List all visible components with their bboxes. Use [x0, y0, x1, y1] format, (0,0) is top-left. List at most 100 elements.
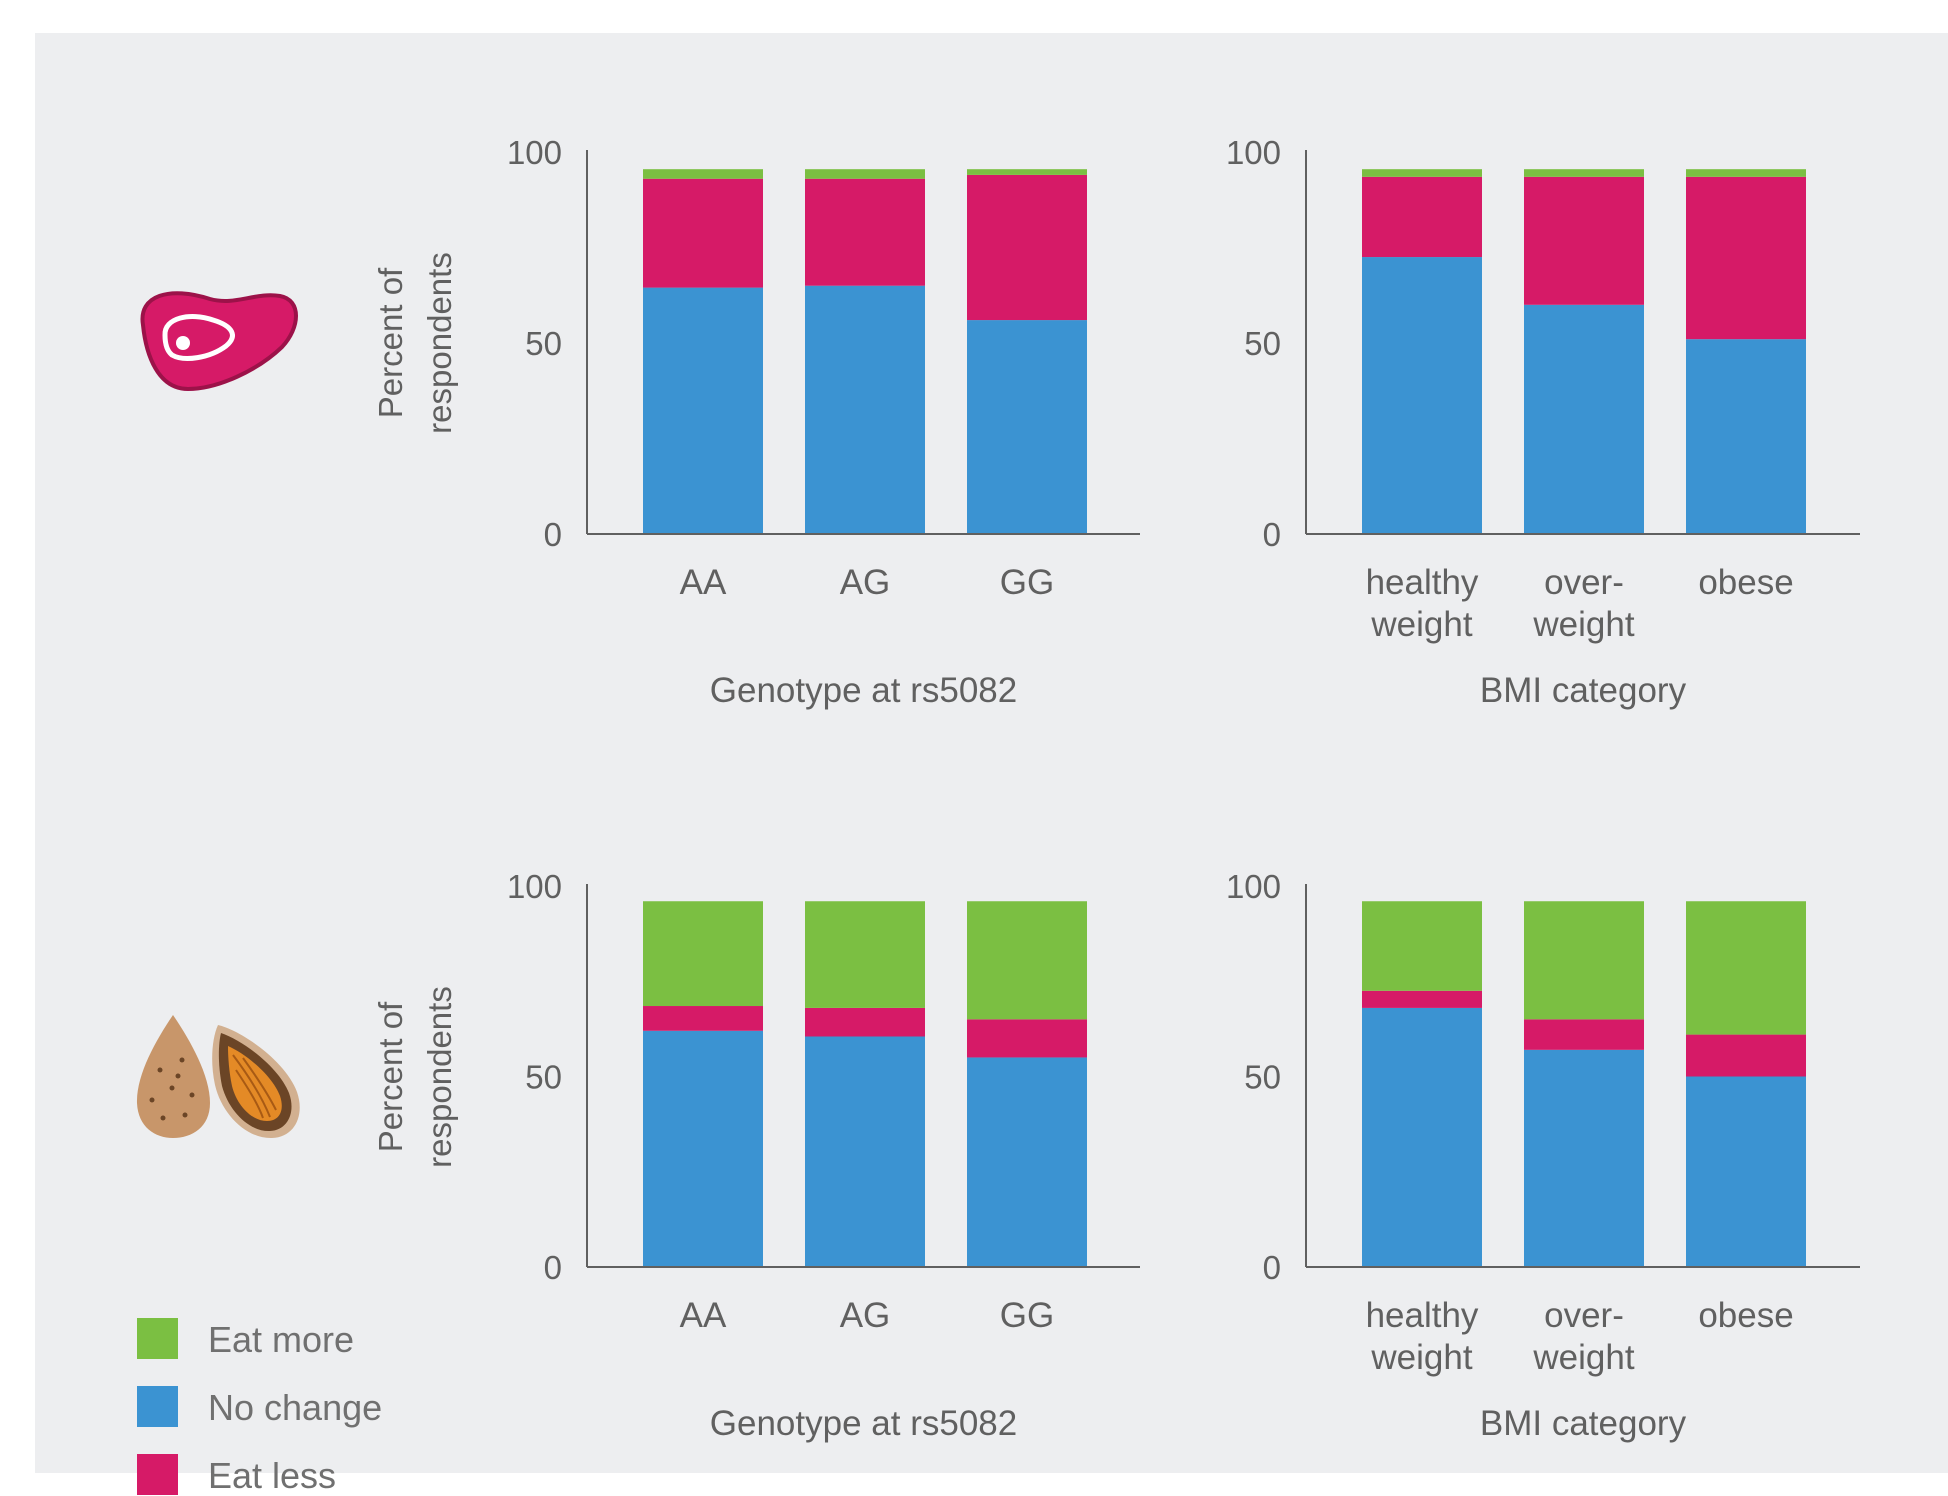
- legend-swatch-eat-more: [137, 1318, 178, 1359]
- x-tick-label-line: healthy: [1366, 563, 1479, 602]
- y-tick-label-1: 50: [1244, 325, 1281, 362]
- row1-ylabel-line2: respondents: [421, 252, 458, 434]
- bar-no-change-1: [805, 1036, 925, 1267]
- row2-ylabel-line1: Percent of: [372, 1001, 409, 1152]
- legend-label-no-change: No change: [208, 1387, 383, 1428]
- legend-label-eat-more: Eat more: [208, 1319, 355, 1360]
- bar-no-change-2: [967, 320, 1087, 534]
- x-tick-label-2: obese: [1698, 1296, 1793, 1335]
- bar-no-change-0: [1362, 257, 1482, 534]
- bar-eat-more-2: [1686, 901, 1806, 1035]
- bar-no-change-2: [1686, 1076, 1806, 1267]
- x-tick-label-2: GG: [1000, 563, 1054, 602]
- x-tick-label-line: weight: [1370, 1338, 1472, 1377]
- y-tick-label-1: 50: [525, 1059, 562, 1096]
- x-tick-label-line: weight: [1370, 605, 1472, 644]
- bar-eat-more-0: [1362, 169, 1482, 177]
- x-tick-label-0: AA: [680, 563, 727, 602]
- x-tick-label-line: AA: [680, 1296, 727, 1335]
- bar-eat-more-0: [643, 901, 763, 1007]
- bar-eat-less-2: [1686, 1034, 1806, 1077]
- x-tick-label-line: obese: [1698, 563, 1793, 602]
- row2-ylabel-line2: respondents: [421, 986, 458, 1168]
- legend-swatch-eat-less: [137, 1454, 178, 1495]
- bar-eat-less-1: [1524, 176, 1644, 305]
- row1-ylabel-line1: Percent of: [372, 267, 409, 418]
- bar-eat-less-0: [643, 178, 763, 288]
- y-tick-label-2: 100: [1226, 868, 1281, 905]
- x-tick-label-line: over-: [1544, 1296, 1624, 1335]
- chart-nuts-genotype: AA AG GG 0 50 100 Genotype at rs5082: [507, 868, 1140, 1443]
- chart-meat-genotype: AA AG GG 0 50 100 Genotype at rs5082: [507, 134, 1140, 710]
- legend-label-eat-less: Eat less: [208, 1455, 337, 1496]
- x-tick-label-0: healthy weight: [1366, 1296, 1479, 1377]
- bar-no-change-1: [1524, 1049, 1644, 1267]
- x-tick-label-2: GG: [1000, 1296, 1054, 1335]
- y-tick-label-2: 100: [507, 134, 562, 171]
- x-axis-title: BMI category: [1480, 671, 1687, 710]
- legend-swatch-no-change: [137, 1386, 178, 1427]
- y-tick-label-0: 0: [1263, 516, 1281, 553]
- bar-eat-less-2: [1686, 176, 1806, 340]
- x-tick-label-1: AG: [840, 1296, 891, 1335]
- y-tick-label-0: 0: [544, 516, 562, 553]
- bar-no-change-1: [805, 285, 925, 534]
- x-axis-title: BMI category: [1480, 1404, 1687, 1443]
- y-tick-label-2: 100: [507, 868, 562, 905]
- bar-eat-less-2: [967, 1019, 1087, 1058]
- meat-icon: [140, 291, 298, 392]
- y-tick-label-0: 0: [1263, 1249, 1281, 1286]
- x-axis-title: Genotype at rs5082: [710, 1404, 1017, 1443]
- bar-eat-less-0: [1362, 176, 1482, 258]
- bar-eat-less-1: [1524, 1019, 1644, 1050]
- x-tick-label-line: AG: [840, 563, 891, 602]
- bar-eat-more-1: [805, 901, 925, 1008]
- x-tick-label-line: healthy: [1366, 1296, 1479, 1335]
- bar-no-change-0: [643, 287, 763, 534]
- bar-eat-more-1: [1524, 901, 1644, 1020]
- x-tick-label-line: GG: [1000, 563, 1054, 602]
- bar-eat-more-2: [1686, 169, 1806, 177]
- bar-eat-more-0: [643, 169, 763, 179]
- x-tick-label-line: AG: [840, 1296, 891, 1335]
- bar-eat-more-0: [1362, 901, 1482, 991]
- bar-eat-more-1: [805, 169, 925, 179]
- row2-ylabel: Percent of respondents: [372, 986, 458, 1168]
- bar-eat-more-2: [967, 169, 1087, 175]
- bar-eat-less-0: [643, 1006, 763, 1031]
- bar-eat-less-1: [805, 1007, 925, 1037]
- bar-eat-more-1: [1524, 169, 1644, 177]
- x-tick-label-1: over-weight: [1532, 563, 1634, 644]
- x-tick-label-0: healthy weight: [1366, 563, 1479, 644]
- x-tick-label-line: weight: [1532, 605, 1634, 644]
- x-axis-title: Genotype at rs5082: [710, 671, 1017, 710]
- y-tick-label-0: 0: [544, 1249, 562, 1286]
- x-tick-label-1: over-weight: [1532, 1296, 1634, 1377]
- bar-eat-less-2: [967, 174, 1087, 321]
- bar-no-change-1: [1524, 304, 1644, 534]
- bar-no-change-2: [967, 1057, 1087, 1267]
- x-tick-label-line: over-: [1544, 563, 1624, 602]
- x-tick-label-2: obese: [1698, 563, 1793, 602]
- bar-eat-less-1: [805, 178, 925, 286]
- x-tick-label-0: AA: [680, 1296, 727, 1335]
- y-tick-label-1: 50: [1244, 1059, 1281, 1096]
- x-tick-label-line: AA: [680, 563, 727, 602]
- x-tick-label-line: weight: [1532, 1338, 1634, 1377]
- x-tick-label-line: GG: [1000, 1296, 1054, 1335]
- bar-no-change-0: [1362, 1007, 1482, 1267]
- bar-no-change-2: [1686, 339, 1806, 534]
- bar-eat-less-0: [1362, 990, 1482, 1008]
- y-tick-label-1: 50: [525, 325, 562, 362]
- row1-ylabel: Percent of respondents: [372, 252, 458, 434]
- x-tick-label-line: obese: [1698, 1296, 1793, 1335]
- bar-no-change-0: [643, 1030, 763, 1267]
- nuts-icon: [136, 1015, 300, 1139]
- bar-eat-more-2: [967, 901, 1087, 1020]
- y-tick-label-2: 100: [1226, 134, 1281, 171]
- x-tick-label-1: AG: [840, 563, 891, 602]
